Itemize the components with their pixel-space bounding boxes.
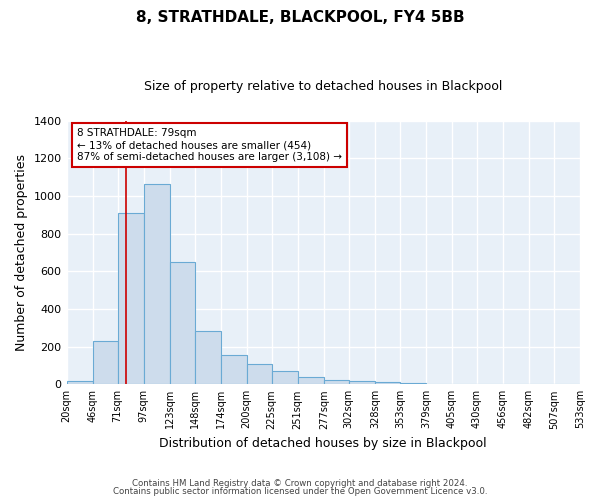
Bar <box>194 330 221 384</box>
Text: 8, STRATHDALE, BLACKPOOL, FY4 5BB: 8, STRATHDALE, BLACKPOOL, FY4 5BB <box>136 10 464 25</box>
Bar <box>247 364 272 384</box>
Text: Contains public sector information licensed under the Open Government Licence v3: Contains public sector information licen… <box>113 487 487 496</box>
Text: Contains HM Land Registry data © Crown copyright and database right 2024.: Contains HM Land Registry data © Crown c… <box>132 478 468 488</box>
Bar <box>170 262 194 384</box>
Bar <box>92 342 118 384</box>
Bar <box>298 377 324 384</box>
Bar <box>375 382 400 384</box>
Bar <box>324 380 349 384</box>
Title: Size of property relative to detached houses in Blackpool: Size of property relative to detached ho… <box>144 80 502 93</box>
Bar <box>143 184 170 384</box>
X-axis label: Distribution of detached houses by size in Blackpool: Distribution of detached houses by size … <box>160 437 487 450</box>
Bar <box>67 382 92 384</box>
Bar <box>221 354 247 384</box>
Bar <box>272 371 298 384</box>
Bar <box>118 213 143 384</box>
Bar <box>349 381 375 384</box>
Text: 8 STRATHDALE: 79sqm
← 13% of detached houses are smaller (454)
87% of semi-detac: 8 STRATHDALE: 79sqm ← 13% of detached ho… <box>77 128 342 162</box>
Y-axis label: Number of detached properties: Number of detached properties <box>15 154 28 351</box>
